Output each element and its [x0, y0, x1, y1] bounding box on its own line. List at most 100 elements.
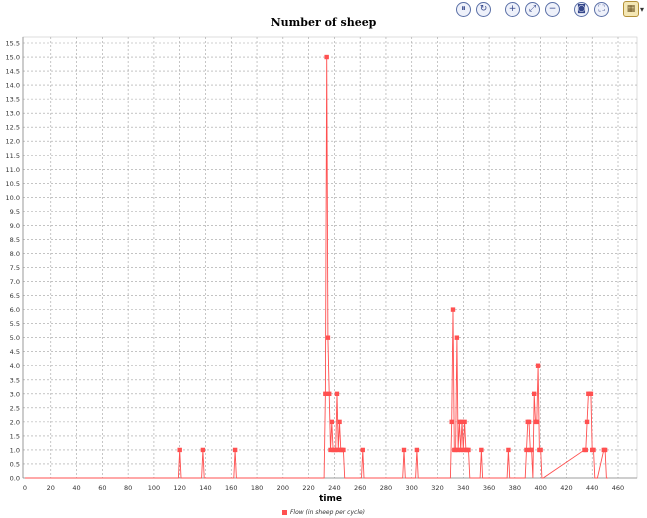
data-point [457, 419, 462, 425]
y-tick-label: 0.0 [10, 475, 20, 483]
y-tick-label: 12.0 [6, 138, 20, 146]
data-point [453, 447, 458, 453]
y-tick-label: 10.0 [6, 194, 20, 202]
legend-label: Flow (in sheep per cycle) [289, 509, 366, 516]
y-tick-label: 5.0 [10, 334, 20, 342]
x-tick-label: 20 [47, 484, 55, 492]
y-tick-label: 9.5 [10, 208, 20, 216]
data-point [360, 447, 365, 453]
data-point [455, 447, 461, 453]
data-point [325, 335, 331, 340]
x-tick-label: 240 [328, 484, 340, 492]
data-point [506, 447, 511, 453]
y-tick-label: 4.5 [10, 348, 20, 356]
data-point [323, 391, 328, 397]
legend-swatch [281, 510, 287, 515]
data-point [584, 419, 590, 425]
x-tick-label: 300 [406, 484, 418, 492]
x-tick-label: 100 [148, 484, 160, 492]
x-tick-label: 0 [23, 484, 27, 492]
data-point [333, 447, 338, 453]
zoom-in-icon[interactable]: + [505, 1, 520, 17]
x-tick-label: 440 [586, 484, 598, 492]
x-tick-label: 380 [509, 484, 521, 492]
chart-title: Number of sheep [270, 16, 377, 29]
data-point [414, 447, 420, 453]
data-point [328, 447, 333, 453]
data-point [459, 419, 465, 425]
pause-icon[interactable]: ⏸ [456, 1, 471, 17]
y-tick-label: 8.5 [10, 236, 20, 244]
data-point [329, 419, 335, 425]
x-tick-label: 360 [483, 484, 495, 492]
x-tick-label: 260 [354, 484, 366, 492]
y-tick-label: 10.5 [6, 180, 20, 188]
data-point [450, 307, 456, 312]
data-point [337, 419, 342, 425]
y-tick-label: 14.5 [6, 68, 20, 76]
series-line [25, 56, 608, 479]
data-point [232, 447, 238, 453]
data-point [341, 447, 346, 453]
x-tick-label: 320 [431, 484, 443, 492]
data-point [449, 419, 454, 425]
y-tick-label: 7.0 [10, 278, 20, 286]
y-tick-label: 11.5 [6, 152, 20, 160]
y-tick-label: 14.0 [6, 82, 20, 90]
x-tick-label: 400 [534, 484, 546, 492]
y-tick-label: 1.0 [10, 446, 20, 454]
data-point [462, 419, 467, 425]
data-point [327, 391, 332, 397]
layout-icon[interactable]: ▦ [623, 1, 639, 17]
y-tick-label: 3.5 [10, 376, 20, 384]
y-tick-label: 7.5 [10, 264, 20, 272]
x-tick-label: 340 [457, 484, 469, 492]
data-point [588, 391, 594, 397]
zoom-out-icon[interactable]: − [545, 1, 560, 17]
data-point [401, 447, 407, 453]
x-tick-label: 200 [277, 484, 289, 492]
data-point [177, 447, 182, 453]
y-tick-label: 6.5 [10, 292, 20, 300]
chart-toolbar: ⏸ ↻ + ⤢ − ◙ ⛶ ▦ ▾ [456, 0, 644, 18]
legend: Flow (in sheep per cycle) [0, 509, 647, 516]
x-axis-label: time [319, 494, 342, 504]
data-point [529, 447, 534, 453]
y-tick-label: 5.5 [10, 320, 20, 328]
data-point [458, 447, 463, 453]
fit-to-window-icon[interactable]: ⤢ [525, 1, 540, 17]
y-tick-label: 2.5 [10, 404, 20, 412]
y-tick-label: 8.0 [10, 250, 20, 258]
y-tick-label: 15.0 [6, 54, 20, 62]
refresh-icon[interactable]: ↻ [476, 1, 491, 17]
camera-icon[interactable]: ◙ [574, 1, 589, 17]
x-tick-label: 280 [380, 484, 392, 492]
x-tick-label: 120 [173, 484, 185, 492]
data-point [461, 447, 466, 453]
data-point [591, 447, 596, 453]
x-tick-label: 80 [124, 484, 132, 492]
y-tick-label: 9.0 [10, 222, 20, 230]
x-tick-label: 160 [225, 484, 237, 492]
data-point [200, 447, 206, 453]
y-tick-label: 3.0 [10, 390, 20, 398]
y-tick-label: 13.0 [6, 110, 20, 118]
data-point [526, 419, 532, 425]
chevron-down-icon[interactable]: ▾ [640, 4, 645, 14]
y-tick-label: 0.5 [10, 460, 20, 468]
y-tick-label: 15.5 [6, 40, 20, 48]
data-point [466, 447, 471, 453]
x-tick-label: 60 [98, 484, 106, 492]
y-tick-label: 12.5 [6, 124, 20, 132]
data-point [479, 447, 484, 453]
x-tick-label: 180 [251, 484, 263, 492]
y-tick-label: 13.5 [6, 96, 20, 104]
data-point [602, 447, 608, 453]
data-point [583, 447, 588, 453]
x-tick-label: 40 [72, 484, 80, 492]
x-tick-label: 220 [302, 484, 314, 492]
data-point [334, 391, 340, 397]
y-tick-label: 11.0 [6, 166, 20, 174]
fullscreen-icon[interactable]: ⛶ [594, 1, 609, 17]
